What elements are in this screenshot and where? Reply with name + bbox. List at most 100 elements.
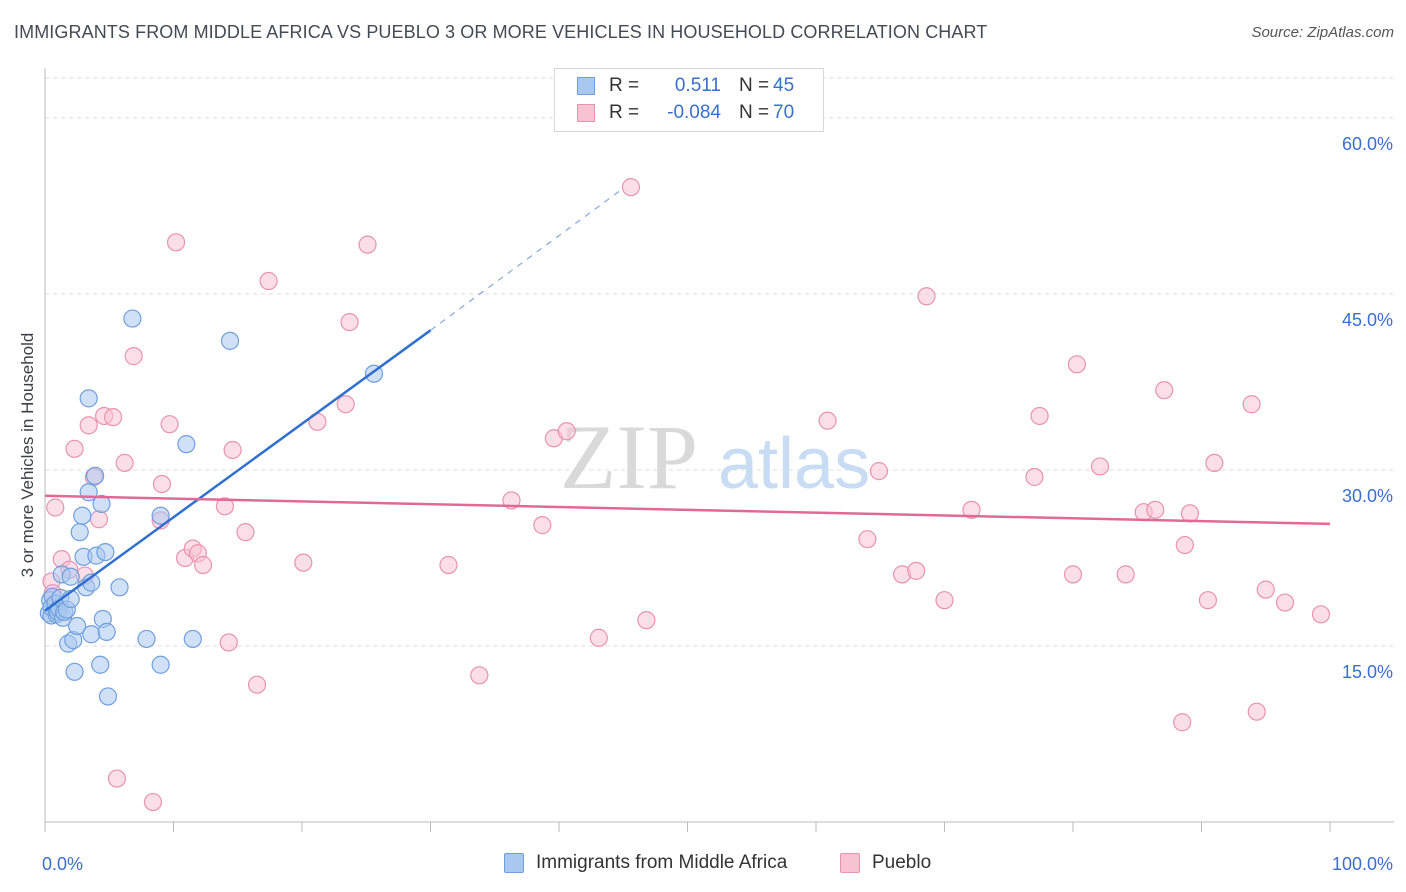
middle-africa-point	[61, 567, 80, 586]
pueblo-point	[557, 422, 576, 441]
pueblo-point	[143, 792, 163, 812]
middle-africa-point	[92, 494, 111, 514]
pueblo-point	[115, 453, 134, 473]
pueblo-point	[1155, 381, 1174, 400]
chart-title: IMMIGRANTS FROM MIDDLE AFRICA VS PUEBLO …	[14, 22, 988, 42]
tick-labels: 15.0% 30.0% 45.0% 60.0% 0.0% 100.0%	[42, 134, 1393, 874]
legend-n-value: 70	[773, 102, 795, 123]
source-credit: Source: ZipAtlas.com	[1251, 24, 1394, 41]
legend-n-label: N =	[739, 75, 770, 96]
pueblo-point	[621, 178, 641, 197]
pueblo-point	[247, 675, 267, 694]
middle-africa-points	[39, 309, 384, 706]
pueblo-point	[1247, 702, 1266, 721]
pueblo-point	[818, 411, 837, 430]
pueblo-point	[336, 395, 355, 414]
x-tick-label: 100.0%	[1332, 854, 1393, 874]
legend-item-pueblo[interactable]: Pueblo	[840, 852, 931, 874]
middle-africa-point	[70, 523, 89, 542]
legend-swatch-pink	[577, 104, 595, 122]
watermark: ZIP atlas	[560, 406, 870, 508]
pueblo-point	[470, 666, 489, 685]
legend-r-label: R =	[609, 75, 640, 96]
legend-swatch-pink	[840, 853, 860, 873]
pueblo-point	[340, 312, 359, 332]
pueblo-point	[1116, 565, 1135, 584]
middle-africa-point	[96, 542, 115, 562]
pueblo-point	[907, 561, 926, 580]
middle-africa-point	[183, 629, 202, 649]
legend-item-label: Immigrants from Middle Africa	[536, 852, 788, 873]
legend-row-middle-africa: R = 0.511 N = 45	[577, 74, 794, 98]
pueblo-point	[166, 233, 186, 252]
pueblo-point	[439, 555, 458, 575]
pueblo-point	[79, 416, 98, 435]
middle-africa-point	[97, 622, 116, 641]
legend-r-label: R =	[609, 102, 640, 123]
pueblo-point	[107, 769, 127, 788]
middle-africa-point	[68, 616, 87, 636]
legend-swatch-blue	[504, 853, 524, 873]
pueblo-point	[259, 271, 278, 291]
pueblo-point	[124, 347, 143, 366]
middle-africa-point	[82, 625, 101, 644]
legend-swatch-blue	[577, 77, 595, 95]
middle-africa-point	[137, 629, 156, 649]
pueblo-point	[637, 611, 656, 630]
pueblo-point	[223, 440, 242, 460]
x-tick-label: 0.0%	[42, 854, 83, 874]
pueblo-point	[65, 439, 84, 458]
legend-item-middle-africa[interactable]: Immigrants from Middle Africa	[504, 852, 787, 874]
pueblo-point	[1198, 591, 1218, 610]
legend-row-pueblo: R = -0.084 N = 70	[577, 101, 794, 125]
pueblo-point	[917, 287, 936, 306]
pueblo-point	[1025, 467, 1044, 487]
pueblo-point	[869, 462, 889, 481]
pueblo-point	[46, 498, 65, 517]
trend-lines	[44, 187, 1331, 612]
pueblo-point	[1311, 605, 1331, 624]
pueblo-point	[215, 497, 234, 516]
middle-africa-point	[151, 506, 170, 525]
series-legend: Immigrants from Middle Africa Pueblo	[0, 852, 1406, 878]
pueblo-point	[962, 500, 981, 519]
pueblo-point	[358, 235, 377, 254]
pueblo-point	[1063, 565, 1083, 584]
middle-africa-point	[86, 466, 105, 485]
middle-africa-point	[91, 655, 110, 674]
pueblo-point	[1180, 504, 1200, 523]
grid-lines	[45, 77, 1394, 647]
pueblo-point	[1067, 355, 1086, 374]
pueblo-point	[533, 516, 552, 535]
middle-africa-trend-extension	[430, 187, 624, 331]
middle-africa-point	[79, 389, 98, 408]
pueblo-point	[1173, 713, 1192, 732]
pueblo-point	[1242, 395, 1261, 414]
legend-n-value: 45	[773, 75, 795, 96]
legend-n-label: N =	[739, 102, 770, 123]
pueblo-point	[1256, 580, 1275, 599]
pueblo-point	[193, 555, 213, 575]
pueblo-point	[1030, 406, 1049, 426]
axes	[44, 68, 1394, 832]
pueblo-point	[858, 530, 877, 549]
pueblo-point	[1205, 453, 1224, 473]
y-tick-label: 15.0%	[1342, 662, 1393, 682]
correlation-legend: R = 0.511 N = 45 R = -0.084 N = 70	[554, 68, 824, 132]
pueblo-point	[219, 633, 238, 652]
legend-item-label: Pueblo	[872, 852, 932, 873]
middle-africa-point	[65, 662, 84, 681]
legend-r-value: 0.511	[674, 75, 721, 96]
pueblo-point	[236, 523, 255, 542]
y-tick-label: 60.0%	[1342, 134, 1393, 154]
pueblo-trend-line	[44, 494, 1331, 526]
pueblo-point	[160, 415, 179, 434]
middle-africa-point	[98, 687, 118, 706]
middle-africa-point	[73, 506, 92, 525]
pueblo-point	[935, 591, 954, 610]
pueblo-point	[294, 553, 313, 572]
y-tick-label: 30.0%	[1342, 486, 1393, 506]
middle-africa-trend-line	[44, 329, 432, 612]
pueblo-point	[1146, 500, 1165, 519]
